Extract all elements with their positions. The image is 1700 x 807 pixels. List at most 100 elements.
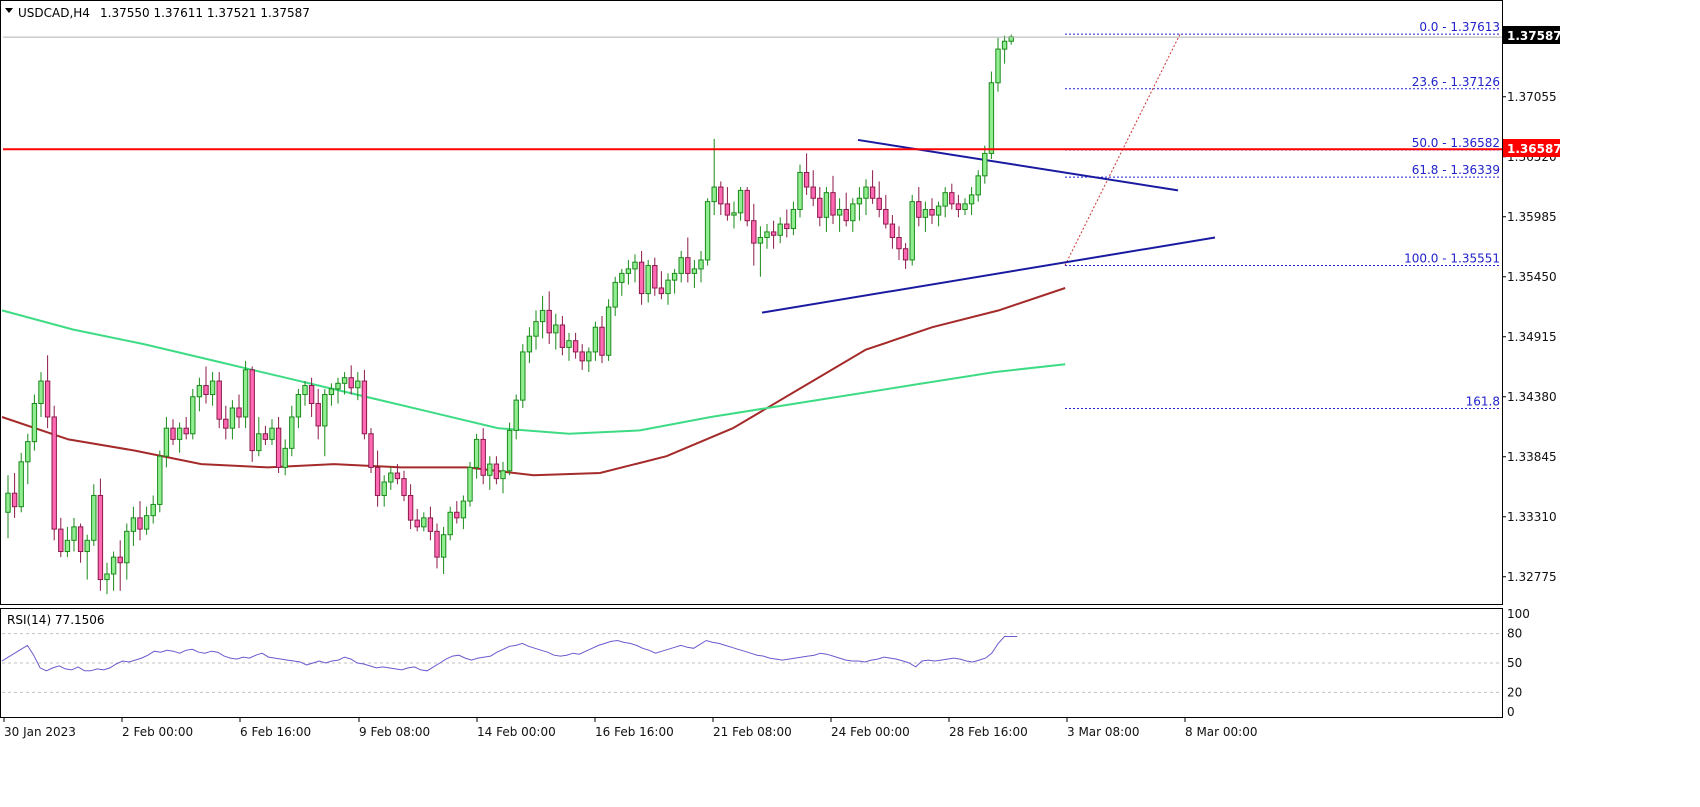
time-tick-label: 28 Feb 16:00	[949, 725, 1028, 739]
bull-candle	[645, 265, 651, 295]
price-tick-label: 1.37055	[1507, 90, 1557, 104]
bear-candle	[559, 324, 566, 348]
bear-candle	[401, 478, 407, 496]
bull-candle	[922, 208, 929, 218]
bull-candle	[605, 306, 612, 356]
chart-ohlc: 1.37550 1.37611 1.37521 1.37587	[100, 6, 310, 20]
bull-candle	[282, 447, 288, 468]
bear-candle	[770, 231, 777, 236]
time-tick-label: 16 Feb 16:00	[595, 725, 674, 739]
bear-candle	[493, 463, 500, 480]
bull-candle	[777, 223, 783, 236]
fib-level-label: 61.8 - 1.36339	[1412, 163, 1500, 177]
bull-candle	[539, 309, 546, 323]
bull-candle	[968, 194, 975, 205]
bull-candle	[196, 385, 203, 398]
rsi-tick-label: 0	[1507, 705, 1515, 719]
price-tick-label: 1.34380	[1507, 390, 1557, 404]
moving-average-line	[1, 309, 1066, 435]
bear-candle	[236, 407, 242, 418]
bull-candle	[942, 192, 948, 207]
bull-candle	[500, 470, 506, 480]
bull-candle	[592, 326, 599, 353]
rsi-tick-label: 100	[1507, 607, 1530, 621]
bull-candle	[520, 351, 526, 401]
bear-candle	[572, 340, 579, 353]
bull-candle	[110, 556, 117, 575]
rsi-pane-frame	[0, 608, 1503, 718]
bear-candle	[784, 223, 790, 230]
main-pane-frame	[0, 0, 1503, 605]
bull-candle	[975, 175, 981, 196]
bear-candle	[869, 186, 876, 199]
bull-candle	[381, 481, 387, 496]
bull-candle	[982, 152, 988, 177]
bull-candle	[1001, 40, 1008, 50]
bull-candle	[322, 394, 328, 427]
bear-candle	[744, 189, 750, 222]
bull-candle	[209, 380, 216, 396]
bear-candle	[117, 556, 123, 564]
time-tick-label: 8 Mar 00:00	[1185, 725, 1258, 739]
trendlines	[761, 138, 1216, 314]
bear-candle	[315, 402, 321, 427]
rsi-tick-label: 80	[1507, 627, 1522, 641]
bull-candle	[757, 237, 764, 244]
bull-candle	[157, 455, 163, 505]
upper-trendline	[857, 138, 1179, 192]
bear-candle	[58, 528, 64, 553]
candles	[5, 34, 1014, 595]
bear-candle	[724, 203, 731, 216]
bull-candle	[678, 257, 684, 274]
bull-candle	[797, 171, 803, 210]
bear-candle	[348, 377, 354, 389]
time-tick-label: 30 Jan 2023	[4, 725, 76, 739]
hline-price-tag	[1503, 139, 1560, 157]
bull-candle	[143, 515, 150, 530]
bull-candle	[242, 369, 249, 418]
bull-candle	[71, 526, 77, 541]
bull-candle	[163, 427, 170, 457]
time-axis: 30 Jan 2023 2 Feb 00:00 6 Feb 16:00 9 Feb 0…	[3, 718, 1258, 739]
bear-candle	[97, 494, 104, 581]
bull-candle	[150, 503, 156, 517]
fib-level-label: 0.0 - 1.37613	[1419, 20, 1500, 34]
rsi-tick-label: 50	[1507, 656, 1522, 670]
bear-candle	[810, 186, 816, 199]
horizontal-line	[3, 36, 1502, 151]
bear-candle	[368, 433, 374, 468]
bull-candle	[790, 208, 797, 230]
time-tick-label: 21 Feb 08:00	[713, 725, 792, 739]
bull-candle	[737, 189, 744, 214]
bull-candle	[84, 539, 90, 553]
bull-candle	[388, 472, 394, 483]
bear-candle	[454, 511, 460, 519]
bull-candle	[460, 500, 467, 519]
bull-candle	[612, 281, 618, 308]
bull-candle	[487, 463, 493, 476]
bull-candle	[995, 48, 1001, 84]
bear-candle	[44, 380, 51, 418]
bull-candle	[355, 380, 361, 389]
bear-candle	[216, 380, 222, 420]
bear-candle	[579, 351, 585, 362]
fibonacci-levels: 0.0 - 1.37613 23.6 - 1.37126 50.0 - 1.3658…	[1064, 20, 1500, 410]
bull-candle	[988, 82, 995, 154]
fib-level-label: 50.0 - 1.36582	[1412, 136, 1500, 150]
bear-candle	[51, 416, 57, 530]
bull-candle	[124, 530, 130, 564]
bear-candle	[77, 526, 84, 553]
price-tick-label: 1.35985	[1507, 210, 1557, 224]
time-tick-label: 2 Feb 00:00	[122, 725, 193, 739]
bear-candle	[137, 517, 143, 530]
fib-level-label: 161.8	[1466, 395, 1500, 409]
bull-candle	[5, 492, 11, 513]
bear-candle	[876, 197, 882, 210]
bull-candle	[764, 231, 770, 239]
collapse-triangle-icon[interactable]	[5, 8, 13, 13]
bull-candle	[91, 494, 97, 541]
price-tick-label: 1.33310	[1507, 510, 1557, 524]
bear-candle	[374, 466, 381, 496]
time-tick-label: 14 Feb 00:00	[477, 725, 556, 739]
